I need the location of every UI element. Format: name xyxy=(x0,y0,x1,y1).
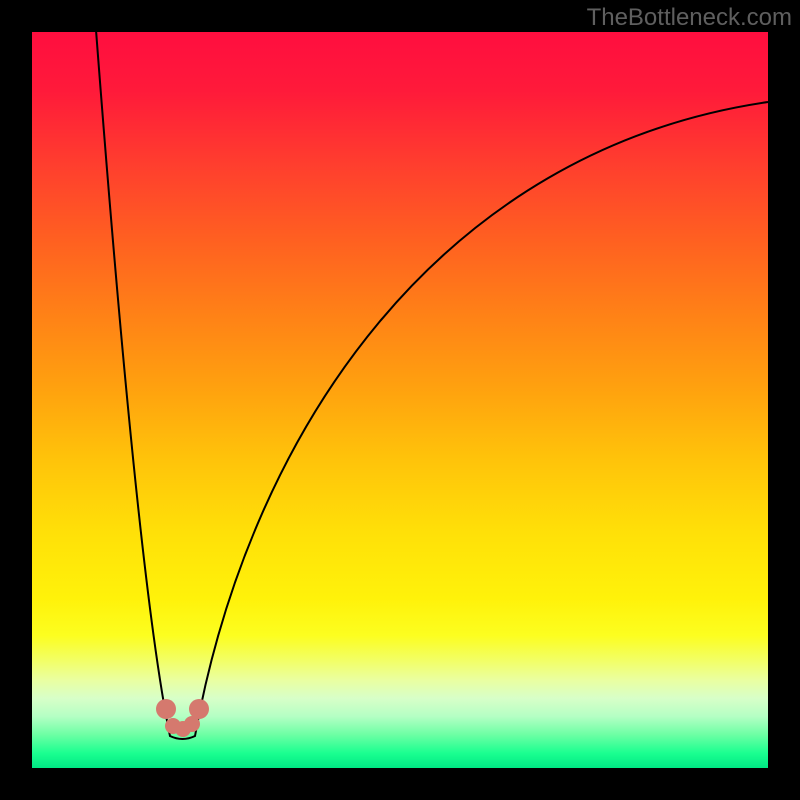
valley-marker-dot xyxy=(189,699,209,719)
chart-container: TheBottleneck.com xyxy=(0,0,800,800)
valley-marker-dot xyxy=(156,699,176,719)
bottleneck-chart xyxy=(0,0,800,800)
gradient-background xyxy=(32,32,768,768)
watermark-text: TheBottleneck.com xyxy=(587,4,792,32)
